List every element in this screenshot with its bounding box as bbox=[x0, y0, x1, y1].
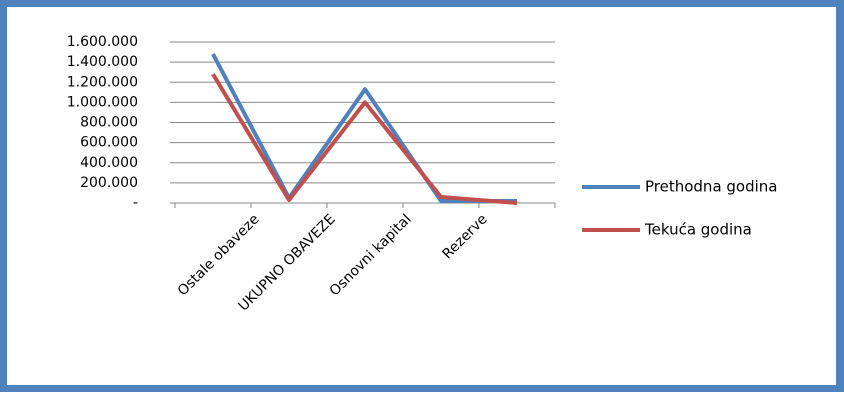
y-tick-label: 1.200.000 bbox=[67, 74, 138, 90]
y-tick-label: 800.000 bbox=[80, 115, 138, 131]
series-line bbox=[211, 53, 517, 203]
y-tick-label: 1.600.000 bbox=[67, 34, 138, 50]
series-line bbox=[211, 73, 518, 205]
y-tick-label: 1.400.000 bbox=[67, 54, 138, 70]
chart-area bbox=[7, 7, 836, 385]
y-tick-label: 600.000 bbox=[80, 135, 138, 151]
y-tick-label: 400.000 bbox=[80, 155, 138, 171]
y-tick-label: 1.000.000 bbox=[67, 94, 138, 110]
legend-label: Prethodna godina bbox=[645, 178, 778, 196]
y-tick-label: 200.000 bbox=[80, 175, 138, 191]
y-tick-label: - bbox=[133, 195, 138, 211]
legend-label: Tekuća godina bbox=[644, 221, 752, 239]
